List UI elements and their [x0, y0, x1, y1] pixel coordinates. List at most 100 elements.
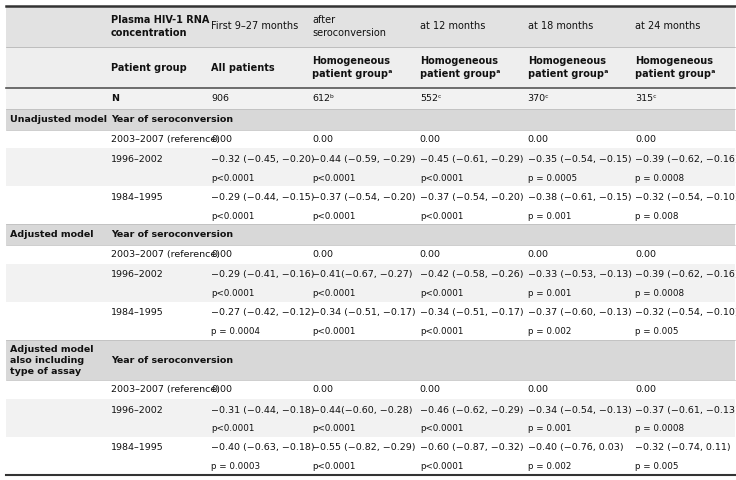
Text: at 24 months: at 24 months — [635, 22, 701, 31]
Text: −0.34 (−0.54, −0.13): −0.34 (−0.54, −0.13) — [528, 406, 631, 415]
Text: p = 0.0005: p = 0.0005 — [528, 174, 577, 183]
Text: p = 0.0004: p = 0.0004 — [211, 327, 261, 336]
Bar — [6, 380, 735, 399]
Bar — [6, 148, 735, 170]
Text: Year of seroconversion: Year of seroconversion — [111, 115, 233, 124]
Text: −0.27 (−0.42, −0.12): −0.27 (−0.42, −0.12) — [211, 308, 315, 317]
Text: 906: 906 — [211, 94, 230, 103]
Text: N: N — [111, 94, 118, 103]
Text: 2003–2007 (reference): 2003–2007 (reference) — [111, 385, 220, 394]
Text: −0.35 (−0.54, −0.15): −0.35 (−0.54, −0.15) — [528, 155, 631, 164]
Text: p = 0.001: p = 0.001 — [528, 424, 571, 433]
Text: Homogeneous
patient groupᵃ: Homogeneous patient groupᵃ — [420, 57, 500, 79]
Text: p = 0.005: p = 0.005 — [635, 462, 679, 471]
Bar — [6, 109, 735, 130]
Text: p<0.0001: p<0.0001 — [312, 424, 355, 433]
Text: 315ᶜ: 315ᶜ — [635, 94, 657, 103]
Text: 0.00: 0.00 — [635, 250, 657, 259]
Text: 2003–2007 (reference): 2003–2007 (reference) — [111, 134, 220, 144]
Text: p<0.0001: p<0.0001 — [420, 212, 463, 221]
Bar — [6, 421, 735, 437]
Text: −0.32 (−0.54, −0.10): −0.32 (−0.54, −0.10) — [635, 192, 736, 202]
Text: 1984–1995: 1984–1995 — [111, 444, 163, 453]
Text: p = 0.005: p = 0.005 — [635, 327, 679, 336]
Text: 0.00: 0.00 — [312, 385, 333, 394]
Text: −0.40 (−0.63, −0.18): −0.40 (−0.63, −0.18) — [211, 444, 315, 453]
Text: −0.29 (−0.41, −0.16): −0.29 (−0.41, −0.16) — [211, 270, 315, 279]
Bar — [6, 208, 735, 224]
Text: after
seroconversion: after seroconversion — [312, 15, 386, 37]
Text: 0.00: 0.00 — [528, 385, 548, 394]
Text: 0.00: 0.00 — [211, 385, 233, 394]
Text: p<0.0001: p<0.0001 — [312, 174, 355, 183]
Text: p = 0.001: p = 0.001 — [528, 289, 571, 298]
Text: −0.41(−0.67, −0.27): −0.41(−0.67, −0.27) — [312, 270, 412, 279]
Text: −0.39 (−0.62, −0.16): −0.39 (−0.62, −0.16) — [635, 155, 736, 164]
Text: Plasma HIV-1 RNA
concentration: Plasma HIV-1 RNA concentration — [111, 15, 209, 37]
Text: 0.00: 0.00 — [211, 134, 233, 144]
Text: −0.31 (−0.44, −0.18): −0.31 (−0.44, −0.18) — [211, 406, 315, 415]
Text: −0.29 (−0.44, −0.15): −0.29 (−0.44, −0.15) — [211, 192, 315, 202]
Bar — [6, 6, 735, 47]
Text: 1984–1995: 1984–1995 — [111, 308, 163, 317]
Bar — [6, 47, 735, 88]
Text: p<0.0001: p<0.0001 — [420, 462, 463, 471]
Bar — [6, 170, 735, 186]
Text: p = 0.0003: p = 0.0003 — [211, 462, 261, 471]
Text: Adjusted model: Adjusted model — [10, 230, 93, 239]
Text: 0.00: 0.00 — [635, 134, 657, 144]
Text: −0.39 (−0.62, −0.16): −0.39 (−0.62, −0.16) — [635, 270, 736, 279]
Text: Year of seroconversion: Year of seroconversion — [111, 230, 233, 239]
Text: 0.00: 0.00 — [312, 134, 333, 144]
Text: −0.32 (−0.45, −0.20): −0.32 (−0.45, −0.20) — [211, 155, 315, 164]
Text: p = 0.0008: p = 0.0008 — [635, 174, 684, 183]
Bar — [6, 264, 735, 286]
Bar — [6, 88, 735, 109]
Text: 0.00: 0.00 — [420, 134, 441, 144]
Text: −0.34 (−0.51, −0.17): −0.34 (−0.51, −0.17) — [312, 308, 416, 317]
Text: p<0.0001: p<0.0001 — [211, 424, 255, 433]
Bar — [6, 437, 735, 459]
Text: p<0.0001: p<0.0001 — [420, 424, 463, 433]
Text: p = 0.002: p = 0.002 — [528, 327, 571, 336]
Text: −0.46 (−0.62, −0.29): −0.46 (−0.62, −0.29) — [420, 406, 523, 415]
Bar — [6, 245, 735, 264]
Text: 1996–2002: 1996–2002 — [111, 155, 163, 164]
Text: p = 0.008: p = 0.008 — [635, 212, 679, 221]
Text: p<0.0001: p<0.0001 — [312, 212, 355, 221]
Text: 0.00: 0.00 — [420, 250, 441, 259]
Text: p = 0.0008: p = 0.0008 — [635, 289, 684, 298]
Text: p = 0.002: p = 0.002 — [528, 462, 571, 471]
Text: p<0.0001: p<0.0001 — [420, 174, 463, 183]
Text: −0.45 (−0.61, −0.29): −0.45 (−0.61, −0.29) — [420, 155, 523, 164]
Text: p<0.0001: p<0.0001 — [420, 327, 463, 336]
Text: p<0.0001: p<0.0001 — [211, 289, 255, 298]
Text: p = 0.001: p = 0.001 — [528, 212, 571, 221]
Bar — [6, 399, 735, 421]
Text: −0.38 (−0.61, −0.15): −0.38 (−0.61, −0.15) — [528, 192, 631, 202]
Bar — [6, 224, 735, 245]
Text: p<0.0001: p<0.0001 — [211, 212, 255, 221]
Text: Homogeneous
patient groupᵃ: Homogeneous patient groupᵃ — [528, 57, 608, 79]
Text: 0.00: 0.00 — [635, 385, 657, 394]
Text: Unadjusted model: Unadjusted model — [10, 115, 107, 124]
Text: p = 0.0008: p = 0.0008 — [635, 424, 684, 433]
Text: p<0.0001: p<0.0001 — [420, 289, 463, 298]
Text: −0.32 (−0.54, −0.10): −0.32 (−0.54, −0.10) — [635, 308, 736, 317]
Text: −0.55 (−0.82, −0.29): −0.55 (−0.82, −0.29) — [312, 444, 415, 453]
Text: −0.37 (−0.61, −0.13): −0.37 (−0.61, −0.13) — [635, 406, 736, 415]
Text: 2003–2007 (reference): 2003–2007 (reference) — [111, 250, 220, 259]
Text: Homogeneous
patient groupᵃ: Homogeneous patient groupᵃ — [635, 57, 716, 79]
Text: −0.44 (−0.59, −0.29): −0.44 (−0.59, −0.29) — [312, 155, 415, 164]
Bar — [6, 130, 735, 148]
Text: 1996–2002: 1996–2002 — [111, 406, 163, 415]
Text: −0.44(−0.60, −0.28): −0.44(−0.60, −0.28) — [312, 406, 412, 415]
Text: Adjusted model
also including
type of assay: Adjusted model also including type of as… — [10, 345, 93, 376]
Text: 0.00: 0.00 — [528, 134, 548, 144]
Bar — [6, 302, 735, 324]
Text: −0.37 (−0.54, −0.20): −0.37 (−0.54, −0.20) — [420, 192, 523, 202]
Text: Homogeneous
patient groupᵃ: Homogeneous patient groupᵃ — [312, 57, 392, 79]
Text: at 18 months: at 18 months — [528, 22, 593, 31]
Text: −0.42 (−0.58, −0.26): −0.42 (−0.58, −0.26) — [420, 270, 523, 279]
Text: 0.00: 0.00 — [312, 250, 333, 259]
